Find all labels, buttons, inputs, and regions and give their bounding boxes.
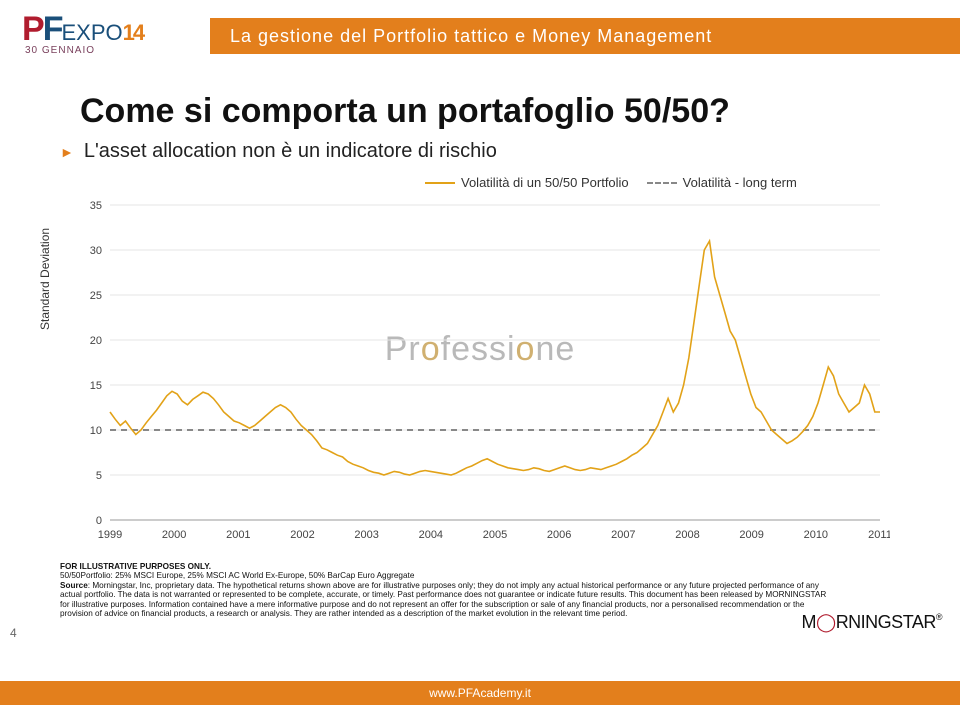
bullet-text: L'asset allocation non è un indicatore d… bbox=[84, 140, 497, 163]
svg-text:10: 10 bbox=[90, 425, 102, 437]
svg-text:2009: 2009 bbox=[739, 529, 763, 541]
svg-text:5: 5 bbox=[96, 470, 102, 482]
svg-text:2000: 2000 bbox=[162, 529, 186, 541]
bullet-row: ► L'asset allocation non è un indicatore… bbox=[60, 140, 497, 163]
footer-band: www.PFAcademy.it bbox=[0, 681, 960, 705]
disclaimer: FOR ILLUSTRATIVE PURPOSES ONLY. 50/50Por… bbox=[60, 562, 830, 619]
svg-text:2004: 2004 bbox=[419, 529, 443, 541]
slide-number: 4 bbox=[10, 626, 17, 640]
svg-text:30: 30 bbox=[90, 245, 102, 257]
svg-text:2002: 2002 bbox=[290, 529, 314, 541]
svg-text:2008: 2008 bbox=[675, 529, 699, 541]
svg-text:20: 20 bbox=[90, 335, 102, 347]
disclaimer-body: : Morningstar, Inc, proprietary data. Th… bbox=[60, 581, 826, 618]
svg-text:2001: 2001 bbox=[226, 529, 250, 541]
header-band: La gestione del Portfolio tattico e Mone… bbox=[210, 18, 960, 54]
svg-text:2007: 2007 bbox=[611, 529, 635, 541]
triangle-icon: ► bbox=[60, 144, 74, 160]
svg-text:2003: 2003 bbox=[354, 529, 378, 541]
disclaimer-line1: 50/50Portfolio: 25% MSCI Europe, 25% MSC… bbox=[60, 571, 414, 580]
disclaimer-caption: FOR ILLUSTRATIVE PURPOSES ONLY. bbox=[60, 562, 211, 571]
morningstar-logo: M◯RNINGSTAR® bbox=[802, 612, 942, 633]
volatility-chart: 0 5 10 15 20 25 30 35 1999 2000 2001 2002 2003 2004 20… bbox=[60, 175, 890, 555]
svg-text:2005: 2005 bbox=[483, 529, 507, 541]
y-axis-label: Standard Deviation bbox=[38, 228, 52, 330]
logo-text: PFEXPO14 bbox=[22, 10, 202, 49]
svg-text:0: 0 bbox=[96, 515, 102, 527]
page-title: Come si comporta un portafoglio 50/50? bbox=[80, 92, 730, 131]
svg-text:2010: 2010 bbox=[804, 529, 828, 541]
svg-text:35: 35 bbox=[90, 200, 102, 212]
svg-text:2006: 2006 bbox=[547, 529, 571, 541]
event-logo: PFEXPO14 30 GENNAIO bbox=[22, 10, 202, 70]
svg-text:1999: 1999 bbox=[98, 529, 122, 541]
svg-text:25: 25 bbox=[90, 290, 102, 302]
svg-text:15: 15 bbox=[90, 380, 102, 392]
svg-text:2011: 2011 bbox=[868, 529, 890, 541]
